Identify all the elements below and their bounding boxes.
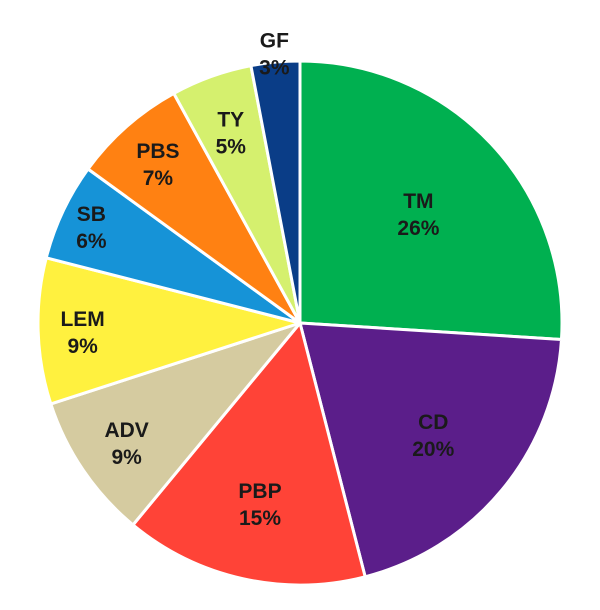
slice-label-gf: GF: [260, 30, 289, 53]
slices-layer: [36, 59, 564, 587]
slice-value-label-adv: 9%: [111, 446, 142, 469]
slice-label-lem: LEM: [60, 308, 104, 331]
pie-slice-adv: [49, 321, 302, 527]
slice-value-label-ty: 5%: [216, 136, 247, 159]
slice-label-tm: TM: [403, 190, 433, 213]
slice-label-pbs: PBS: [136, 140, 179, 163]
pie-slice-cd: [298, 321, 563, 579]
slice-label-pbp: PBP: [238, 480, 281, 503]
pie-slice-gf: [249, 59, 302, 325]
slice-label-adv: ADV: [104, 419, 148, 442]
slice-value-label-pbp: 15%: [239, 507, 281, 530]
labels-layer: TM 26% CD 20% PBP 15% ADV 9% LEM 9% SB 6% PBS 7% TY 5% G…: [60, 30, 454, 530]
slice-value-label-lem: 9%: [67, 335, 98, 358]
slice-value-label-sb: 6%: [76, 230, 107, 253]
slice-value-label-gf: 3%: [259, 57, 290, 80]
slice-value-label-pbs: 7%: [143, 167, 174, 190]
slice-label-ty: TY: [217, 109, 244, 132]
slice-label-sb: SB: [77, 203, 106, 226]
slice-label-cd: CD: [418, 411, 448, 434]
pie-slice-pbs: [86, 91, 302, 325]
slice-value-label-tm: 26%: [397, 217, 439, 240]
slice-value-label-cd: 20%: [412, 438, 454, 461]
pie-slice-lem: [36, 256, 302, 406]
pie-slice-tm: [298, 59, 564, 341]
pie-slice-pbp: [131, 321, 367, 587]
